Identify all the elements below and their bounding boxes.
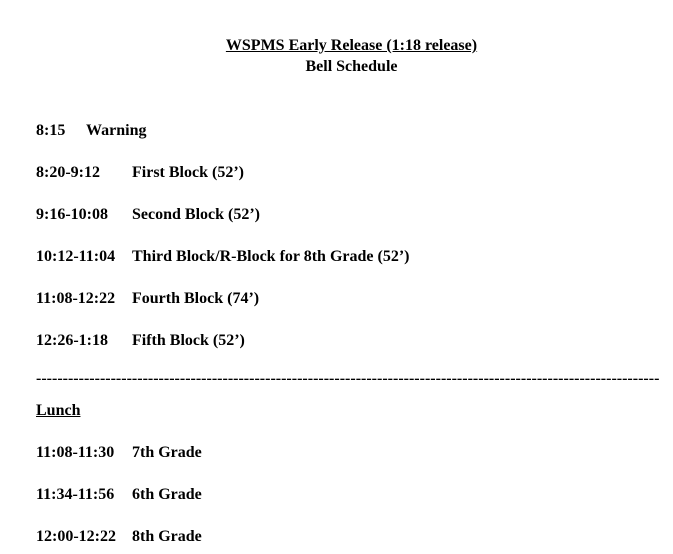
schedule-row: 8:20-9:12 First Block (52’) bbox=[36, 164, 667, 182]
block-time: 8:20-9:12 bbox=[36, 164, 132, 182]
lunch-label: 6th Grade bbox=[132, 486, 667, 504]
block-time: 11:08-12:22 bbox=[36, 290, 132, 308]
schedule-row: 9:16-10:08 Second Block (52’) bbox=[36, 206, 667, 224]
warning-time: 8:15 bbox=[36, 122, 86, 140]
lunch-time: 11:08-11:30 bbox=[36, 444, 132, 462]
schedule-row: 10:12-11:04 Third Block/R-Block for 8th … bbox=[36, 248, 667, 266]
block-time: 10:12-11:04 bbox=[36, 248, 132, 266]
schedule-row: 12:26-1:18 Fifth Block (52’) bbox=[36, 332, 667, 350]
page-title: WSPMS Early Release (1:18 release) bbox=[36, 36, 667, 57]
block-label: Fourth Block (74’) bbox=[132, 290, 667, 308]
warning-label: Warning bbox=[86, 122, 667, 140]
page-subtitle: Bell Schedule bbox=[36, 57, 667, 78]
block-time: 12:26-1:18 bbox=[36, 332, 132, 350]
lunch-time: 12:00-12:22 bbox=[36, 528, 132, 546]
lunch-heading: Lunch bbox=[36, 402, 667, 420]
block-label: Fifth Block (52’) bbox=[132, 332, 667, 350]
divider-line: ----------------------------------------… bbox=[36, 370, 667, 388]
block-label: First Block (52’) bbox=[132, 164, 667, 182]
block-time: 9:16-10:08 bbox=[36, 206, 132, 224]
document-page: WSPMS Early Release (1:18 release) Bell … bbox=[0, 0, 673, 546]
lunch-row: 12:00-12:22 8th Grade bbox=[36, 528, 667, 546]
lunch-label: 7th Grade bbox=[132, 444, 667, 462]
warning-row: 8:15 Warning bbox=[36, 122, 667, 140]
lunch-row: 11:34-11:56 6th Grade bbox=[36, 486, 667, 504]
block-label: Third Block/R-Block for 8th Grade (52’) bbox=[132, 248, 667, 266]
schedule-row: 11:08-12:22 Fourth Block (74’) bbox=[36, 290, 667, 308]
lunch-time: 11:34-11:56 bbox=[36, 486, 132, 504]
title-block: WSPMS Early Release (1:18 release) Bell … bbox=[36, 36, 667, 78]
lunch-label: 8th Grade bbox=[132, 528, 667, 546]
lunch-row: 11:08-11:30 7th Grade bbox=[36, 444, 667, 462]
block-label: Second Block (52’) bbox=[132, 206, 667, 224]
